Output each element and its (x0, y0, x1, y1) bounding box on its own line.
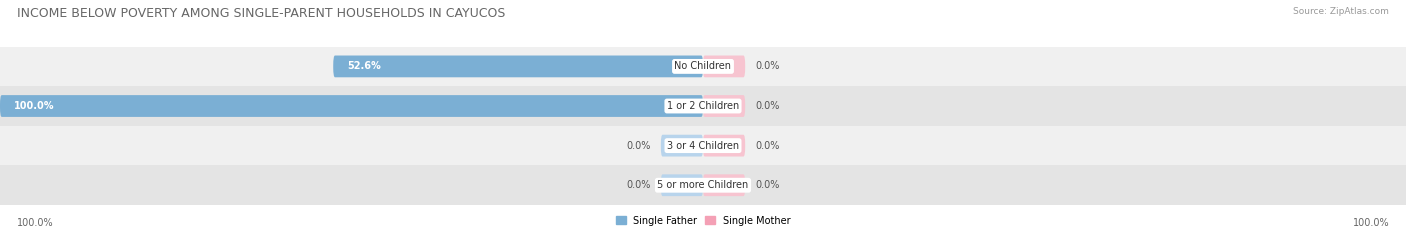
FancyBboxPatch shape (0, 95, 703, 117)
Bar (0, 126, 1406, 165)
FancyBboxPatch shape (661, 174, 703, 196)
Text: 52.6%: 52.6% (347, 62, 381, 71)
Text: 0.0%: 0.0% (756, 62, 780, 71)
Text: 100.0%: 100.0% (14, 101, 55, 111)
Text: INCOME BELOW POVERTY AMONG SINGLE-PARENT HOUSEHOLDS IN CAYUCOS: INCOME BELOW POVERTY AMONG SINGLE-PARENT… (17, 7, 505, 20)
Text: 0.0%: 0.0% (626, 141, 650, 151)
Bar (0, 165, 1406, 205)
Text: Source: ZipAtlas.com: Source: ZipAtlas.com (1294, 7, 1389, 16)
Text: 100.0%: 100.0% (17, 218, 53, 228)
Text: 0.0%: 0.0% (626, 180, 650, 190)
Bar (0, 86, 1406, 126)
Text: 0.0%: 0.0% (756, 141, 780, 151)
Text: No Children: No Children (675, 62, 731, 71)
Bar (0, 47, 1406, 86)
Legend: Single Father, Single Mother: Single Father, Single Mother (616, 216, 790, 226)
FancyBboxPatch shape (703, 174, 745, 196)
Text: 1 or 2 Children: 1 or 2 Children (666, 101, 740, 111)
Text: 0.0%: 0.0% (756, 101, 780, 111)
FancyBboxPatch shape (703, 55, 745, 77)
FancyBboxPatch shape (661, 135, 703, 157)
Text: 5 or more Children: 5 or more Children (658, 180, 748, 190)
FancyBboxPatch shape (333, 55, 703, 77)
FancyBboxPatch shape (703, 135, 745, 157)
Text: 100.0%: 100.0% (1353, 218, 1389, 228)
Text: 0.0%: 0.0% (756, 180, 780, 190)
FancyBboxPatch shape (703, 95, 745, 117)
Text: 3 or 4 Children: 3 or 4 Children (666, 141, 740, 151)
